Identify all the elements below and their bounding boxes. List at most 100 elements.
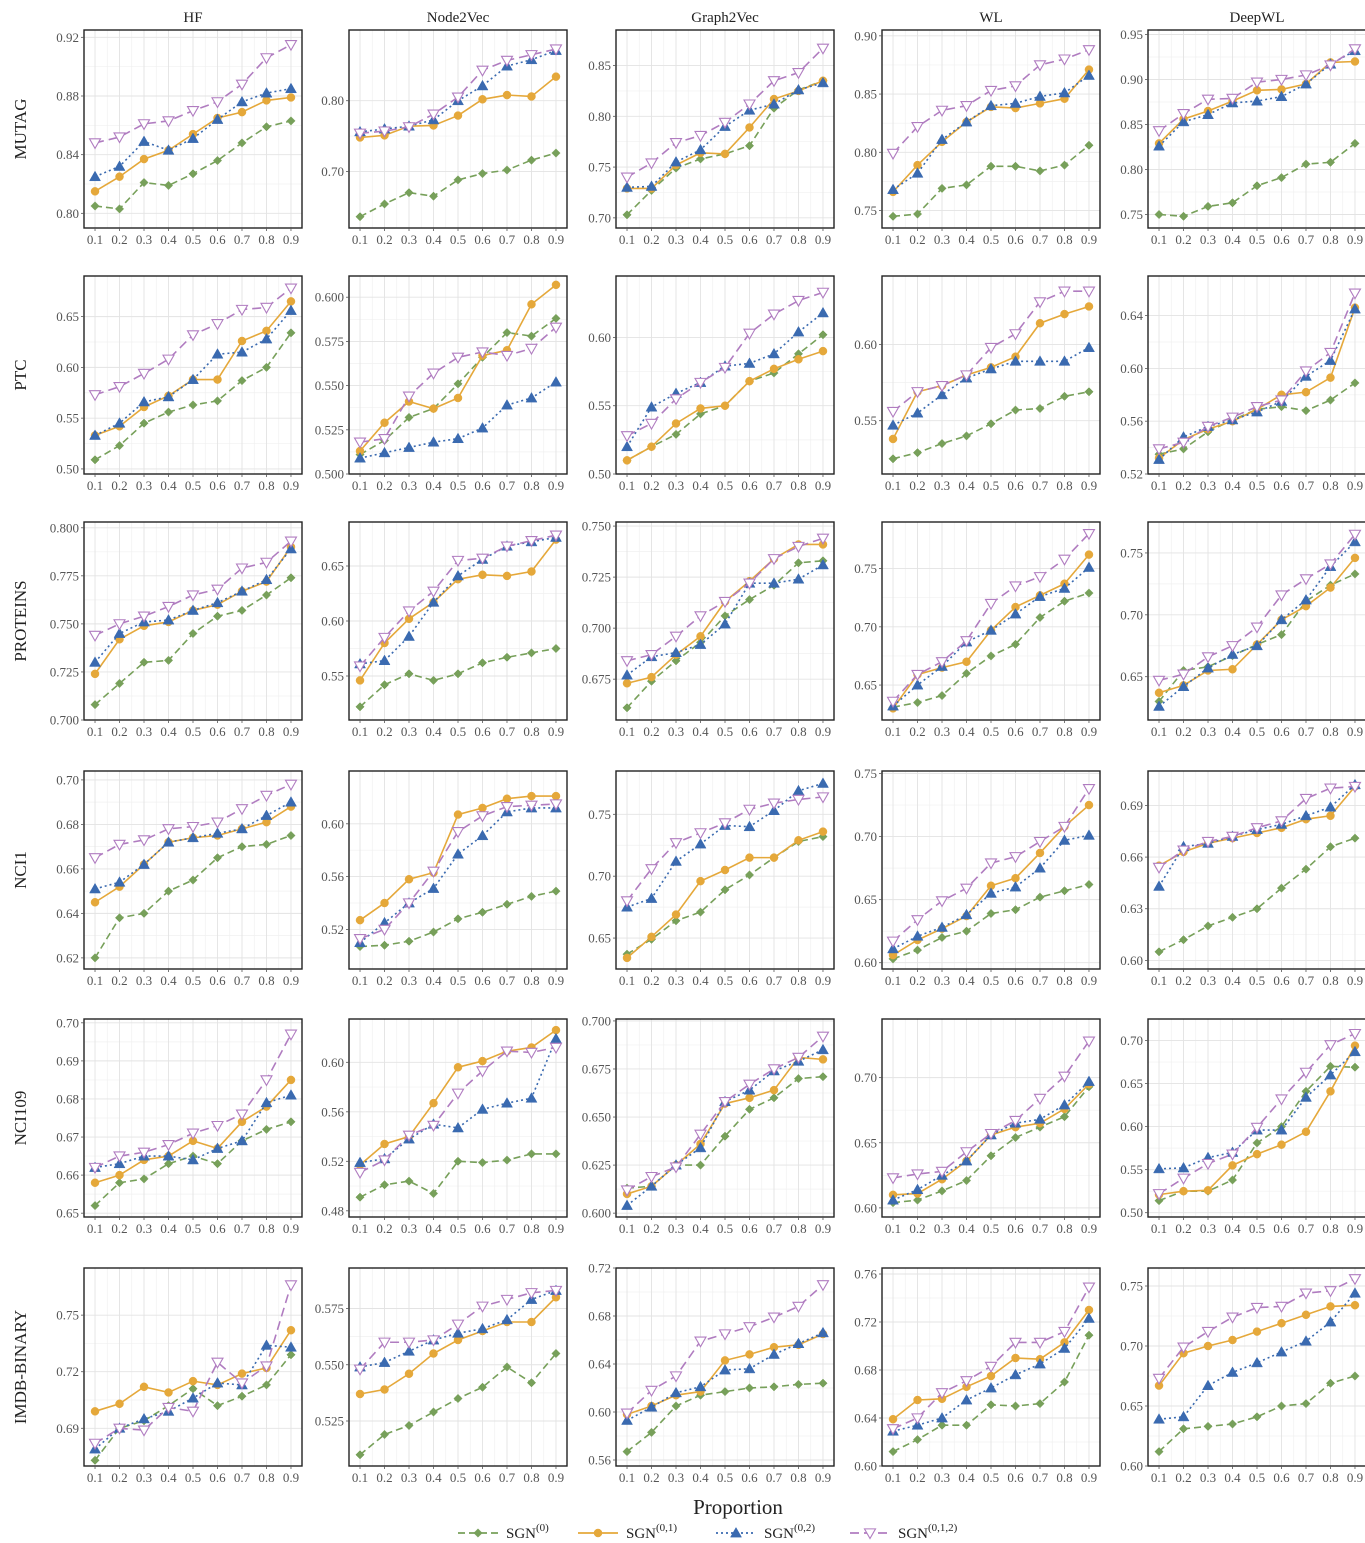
data-point [792,1301,805,1314]
data-point [718,1329,732,1341]
data-point [355,1389,365,1399]
x-tick-label: 0.4 [160,973,177,988]
data-point [353,933,367,946]
data-point [1348,1274,1362,1286]
data-point [769,1085,779,1095]
data-point [427,596,440,607]
x-tick-label: 0.3 [668,232,684,247]
data-point [1083,561,1095,572]
data-point [453,810,463,819]
data-point [429,1349,438,1358]
y-tick-label: 0.600 [582,1206,611,1221]
x-tick-label: 0.4 [692,232,709,247]
data-point [1350,57,1360,66]
data-point [163,655,174,665]
data-point [549,322,563,334]
data-point [911,121,924,134]
data-point [286,116,296,126]
data-point [1177,845,1190,857]
data-point [1083,69,1095,80]
data-point [1035,612,1045,623]
data-point [476,829,489,841]
data-point [911,930,924,941]
data-point [985,624,997,635]
data-point [718,818,732,830]
y-tick-label: 0.64 [854,1411,877,1426]
y-tick-label: 0.60 [1120,953,1143,968]
data-point [720,885,730,895]
column-title: HF [183,10,202,26]
data-point [1251,1356,1263,1368]
data-point [478,570,487,580]
data-point [451,92,465,104]
y-tick-label: 0.70 [56,772,79,787]
data-point [671,916,681,926]
legend-label: SGN(0,2) [764,1522,815,1542]
x-tick-label: 0.5 [983,724,999,739]
data-point [985,1381,997,1393]
x-tick-label: 0.5 [717,478,733,493]
x-tick-label: 0.2 [909,724,925,739]
data-point [427,109,440,121]
y-tick-label: 0.56 [321,869,344,884]
x-tick-label: 0.1 [1151,973,1167,988]
x-tick-label: 0.3 [668,1221,684,1236]
x-tick-label: 0.5 [983,1221,999,1236]
data-point [113,1157,126,1169]
data-point [261,839,272,849]
panel-PROTEINS-DeepWL: 0.65 0.70 0.75 0.1 0.2 0.3 0.4 0.5 0.6 0.7 0.8 0.9 [1120,521,1365,739]
data-point [286,93,296,102]
y-tick-label: 0.60 [588,330,611,345]
data-point [912,1195,923,1205]
data-point [887,183,899,194]
data-point [1252,1327,1262,1336]
legend-item: SGN(0,1) [578,1522,677,1542]
data-point [163,886,174,896]
x-tick-label: 0.3 [668,1470,684,1485]
data-point [113,132,126,144]
data-point [935,1388,949,1400]
data-point [886,936,900,948]
x-tick-label: 0.1 [619,478,635,493]
x-tick-label: 0.2 [909,973,925,988]
data-point [477,1382,488,1392]
data-point [1250,77,1264,89]
y-tick-label: 0.85 [1120,117,1143,132]
data-point [378,126,391,138]
x-tick-label: 0.6 [741,232,758,247]
x-tick-label: 0.6 [209,232,226,247]
data-point [792,83,805,95]
x-tick-label: 0.8 [1322,1470,1338,1485]
data-point [113,1151,126,1163]
x-tick-label: 0.2 [376,1221,392,1236]
data-point [1301,406,1311,416]
data-point [1009,97,1022,108]
data-point [163,407,174,417]
data-point [792,573,805,584]
x-tick-label: 0.1 [352,478,368,493]
data-point [768,1348,780,1359]
panel-PTC-HF: 0.50 0.55 0.60 0.65 0.1 0.2 0.3 0.4 0.5 0.6 0.7 0.8… [56,275,303,493]
data-point [818,330,828,340]
data-point [768,804,780,815]
x-tick-label: 0.2 [376,478,392,493]
x-tick-label: 0.9 [283,1221,299,1236]
data-point [1251,639,1263,651]
x-tick-label: 0.9 [1081,973,1097,988]
x-tick-label: 0.7 [499,973,516,988]
data-point [188,875,198,885]
y-tick-label: 0.95 [1120,27,1143,42]
data-point [502,1362,512,1372]
data-point [1034,862,1046,873]
data-point [1009,881,1022,892]
y-tick-label: 0.675 [582,672,611,687]
data-point [620,896,634,908]
data-point [911,679,924,690]
data-point [768,98,780,109]
data-point [186,1406,200,1418]
data-point [1202,662,1214,673]
y-tick-label: 0.525 [315,1414,344,1429]
y-tick-label: 0.52 [321,922,344,937]
data-point [90,1407,100,1416]
data-point [794,836,803,845]
